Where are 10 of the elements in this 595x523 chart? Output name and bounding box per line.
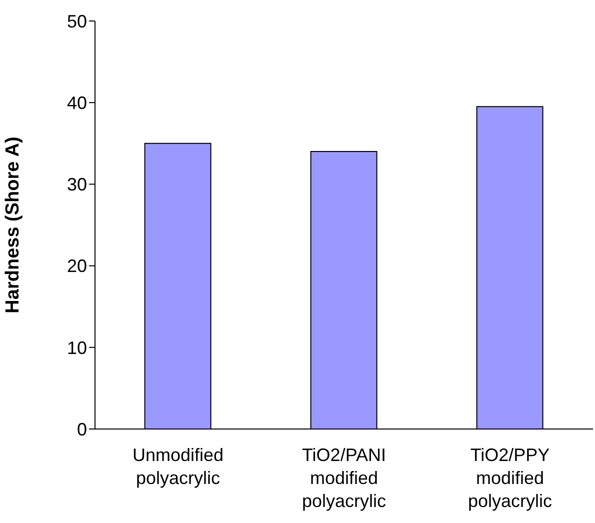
x-tick-label: TiO2/PANI modified polyacrylic bbox=[302, 445, 386, 511]
y-tick-label: 50 bbox=[66, 11, 87, 32]
y-tick-label: 40 bbox=[66, 92, 87, 113]
x-tick-label: TiO2/PPY modified polyacrylic bbox=[468, 445, 552, 511]
y-tick-label: 10 bbox=[66, 338, 87, 358]
y-tick-label: 30 bbox=[66, 174, 87, 195]
y-tick-label: 0 bbox=[76, 419, 87, 440]
y-axis-title: Hardness (Shore A) bbox=[2, 136, 24, 314]
y-tick-label: 20 bbox=[66, 256, 87, 276]
x-tick-label: Unmodified polyacrylic bbox=[132, 445, 224, 488]
